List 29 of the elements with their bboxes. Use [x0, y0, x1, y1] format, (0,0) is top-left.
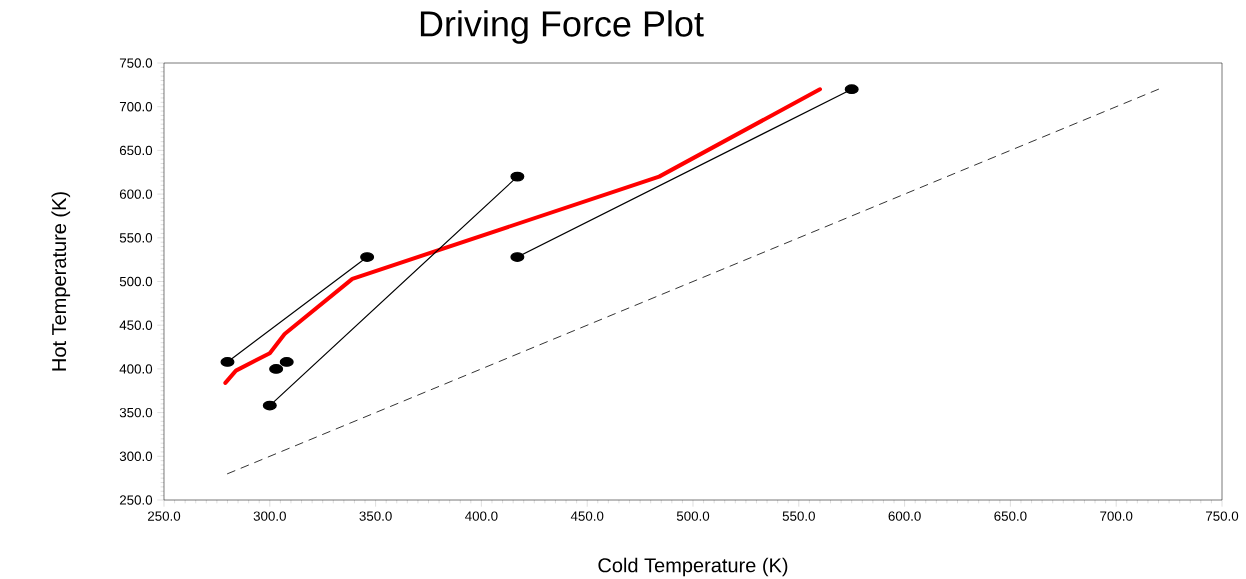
point [510, 171, 525, 182]
y-tick-label: 750.0 [119, 58, 153, 68]
x-tick-label: 350.0 [359, 511, 392, 521]
x-tick-label: 400.0 [465, 511, 498, 521]
x-axis-title: Cold Temperature (K) [598, 557, 788, 577]
x-tick-label: 700.0 [1100, 511, 1133, 521]
y-tick-label: 400.0 [119, 364, 153, 374]
x-tick-label: 650.0 [994, 511, 1027, 521]
y-tick-label: 250.0 [119, 495, 153, 505]
x-tick-label: 550.0 [782, 511, 815, 521]
chart-title: Driving Force Plot [420, 10, 704, 44]
x-tick-label: 600.0 [888, 511, 921, 521]
y-axis-title: Hot Temperature (K) [51, 192, 71, 371]
y-tick-label: 350.0 [119, 407, 153, 418]
y-tick-label: 550.0 [119, 233, 153, 243]
y-tick-label: 300.0 [119, 451, 153, 462]
y-tick-label: 500.0 [119, 276, 153, 287]
x-tick-label: 300.0 [253, 511, 286, 521]
x-tick-label: 750.0 [1206, 511, 1239, 521]
y-tick-label: 450.0 [119, 320, 153, 330]
x-tick-label: 500.0 [676, 511, 710, 521]
line-series [223, 87, 822, 385]
point [262, 400, 277, 411]
y-tick-label: 650.0 [119, 145, 153, 156]
point [844, 84, 859, 95]
y-tick-label: 700.0 [119, 101, 153, 112]
y-tick-label: 600.0 [119, 189, 153, 199]
x-tick-label: 250.0 [147, 511, 181, 521]
x-tick-label: 450.0 [570, 511, 604, 521]
